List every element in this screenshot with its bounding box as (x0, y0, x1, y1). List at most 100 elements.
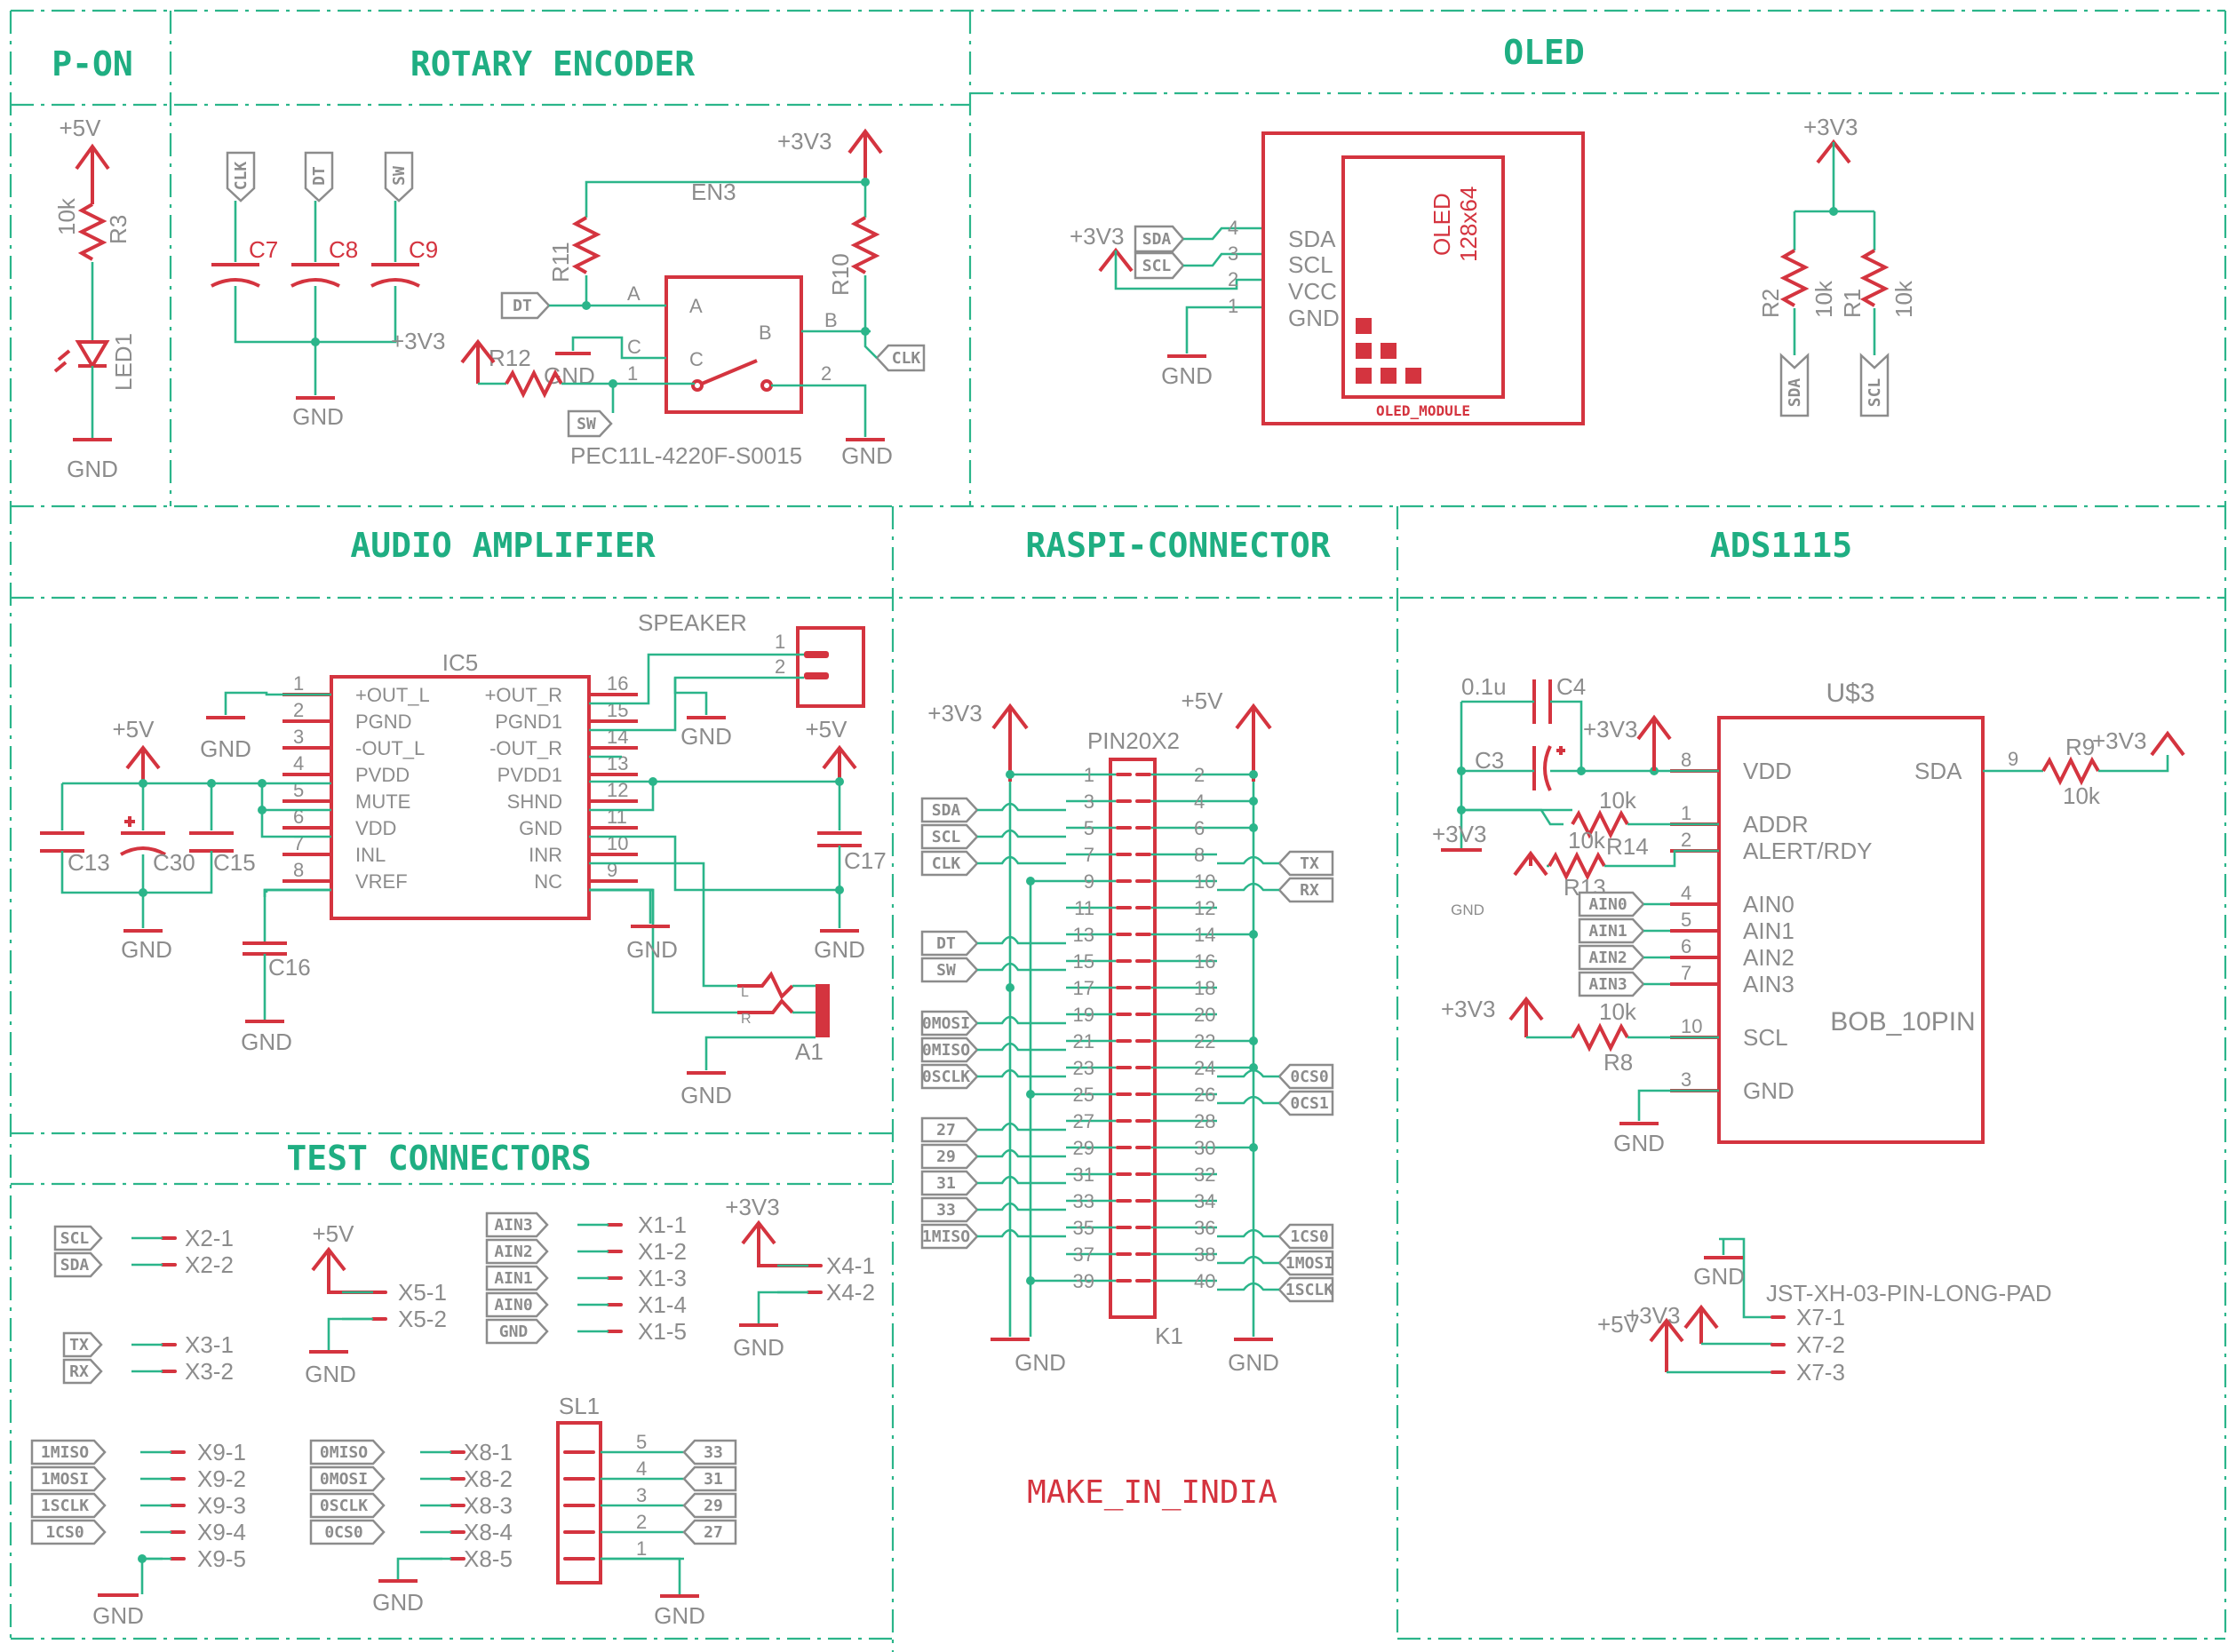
oled-pin-sda: SDA (1288, 226, 1336, 252)
raspi-tag-27-text: 27 (936, 1121, 956, 1140)
en3-num-a: A (627, 282, 641, 305)
ads-addr-supply: +3V3 (1432, 821, 1486, 847)
ic5-left-pin-num-0: 1 (293, 672, 304, 695)
a1-label: A1 (795, 1038, 824, 1065)
svg-text:SCL: SCL (1142, 257, 1172, 275)
test-x3_tags-tag-1-text: RX (69, 1362, 89, 1381)
ads-r9-label: R9 (2065, 734, 2095, 760)
ads-pin-name-5: AIN2 (1743, 944, 1794, 971)
en3-num-c: C (627, 336, 641, 358)
x8-gnd: GND (372, 1589, 424, 1616)
section-title-audio: AUDIO AMPLIFIER (350, 526, 655, 565)
test-x4-1: X4-2 (826, 1279, 875, 1306)
encoder-part: PEC11L-4220F-S0015 (570, 442, 802, 469)
test-x1_tags-tag-3-text: AIN0 (494, 1296, 532, 1314)
raspi-pin-even-14: 14 (1194, 924, 1215, 946)
test-x8-0: X8-1 (464, 1439, 513, 1465)
en3-pin-c: C (689, 348, 704, 370)
test-x2_tags-tag-0: SCL (53, 1225, 103, 1251)
pon-supply-label: +5V (60, 115, 102, 141)
rotary-enc-gnd: GND (841, 442, 893, 469)
c17-label: C17 (844, 847, 887, 874)
c7-label: C7 (249, 236, 278, 263)
oled-circuit: +3V3 SDA SCL GND 4 3 2 1 SDA SCL VCC GND… (1070, 114, 1917, 425)
raspi-pin-odd-17: 17 (1073, 977, 1094, 999)
test-x5-0: X5-1 (398, 1279, 447, 1306)
r3-label: R3 (105, 215, 131, 244)
ads-tag-ain1: AIN1 (1578, 917, 1645, 944)
ads-r9-supply: +3V3 (2092, 727, 2146, 754)
raspi-tag-31: 31 (920, 1170, 979, 1196)
ads-pin-name-3: AIN0 (1743, 891, 1794, 917)
raspi-circuit: +3V3 +5V PIN20X2 K1 13579111315171921232… (920, 687, 1334, 1511)
oled-pin-num-2: 2 (1228, 268, 1238, 290)
raspi-tag-33: 33 (920, 1196, 979, 1223)
oled-pin-num-1: 1 (1228, 295, 1238, 317)
raspi-pin-odd-19: 19 (1073, 1004, 1094, 1026)
oled-resolution: 128x64 (1455, 187, 1482, 262)
raspi-tag-1mosi: 1MOSI (1277, 1250, 1334, 1276)
ads-tag-ain0: AIN0 (1578, 891, 1645, 917)
sl1-gnd: GND (654, 1602, 705, 1629)
ic5-right-pin-name-1: PGND1 (495, 711, 562, 733)
jst-pin-1: X7-2 (1796, 1331, 1845, 1358)
ads-pin-name-7: SCL (1743, 1024, 1788, 1051)
test-x9_tags-tag-1: 1MOSI (30, 1465, 107, 1492)
test-x1_tags-tag-4-text: GND (499, 1322, 529, 1341)
raspi-pin-odd-13: 13 (1073, 924, 1094, 946)
rotary-clk-tag: CLK (875, 344, 926, 372)
raspi-tag-1cs0-text: 1CS0 (1290, 1227, 1328, 1246)
test-x1_tags-tag-0-text: AIN3 (494, 1216, 532, 1235)
test-x2-1: X2-2 (185, 1251, 234, 1278)
ads-sda-num: 9 (2008, 748, 2018, 770)
c9-label: C9 (409, 236, 438, 263)
r2-label: R2 (1757, 289, 1784, 318)
section-title-rotary: ROTARY ENCODER (410, 44, 695, 83)
audio-gnd-4: GND (814, 936, 865, 963)
test-x9_tags-tag-1-text: 1MOSI (41, 1470, 89, 1489)
ads-r9-value: 10k (2063, 782, 2101, 809)
raspi-pin-odd-9: 9 (1084, 870, 1094, 893)
dt-tag: DT (304, 151, 334, 203)
raspi-pin-odd-35: 35 (1073, 1217, 1094, 1239)
ic5-left-pin-name-1: PGND (355, 711, 412, 733)
sl1-tag-33: 33 (682, 1439, 737, 1465)
ic5-label: IC5 (442, 649, 478, 676)
pull-scl-tag: SCL (1859, 353, 1890, 417)
raspi-gnd-right: GND (1228, 1349, 1279, 1376)
test-x8_tags-tag-0: 0MISO (309, 1439, 386, 1465)
c16-label: C16 (268, 954, 311, 981)
test-x1_tags-tag-3: AIN0 (485, 1291, 549, 1318)
raspi-v33-label: +3V3 (927, 700, 982, 727)
raspi-v5-label: +5V (1182, 687, 1224, 714)
ic5-right-pin-num-0: 16 (607, 672, 628, 695)
pon-circuit: +5V 10k R3 LED1 GND (53, 115, 137, 482)
ads-pin-num-5: 6 (1681, 935, 1691, 957)
audio-5v-right: +5V (806, 716, 848, 743)
test-x8_tags-tag-1: 0MOSI (309, 1465, 386, 1492)
x5-gnd: GND (305, 1361, 356, 1387)
svg-text:CLK: CLK (232, 162, 251, 191)
en3-num-1: 1 (627, 362, 638, 385)
test-x1-2: X1-3 (638, 1265, 687, 1291)
test-x1-4: X1-5 (638, 1318, 687, 1345)
c4-label: C4 (1556, 673, 1586, 700)
test-x2_tags-tag-0-text: SCL (60, 1229, 90, 1248)
audio-5v-left: +5V (113, 716, 155, 743)
oled-supply-label: +3V3 (1070, 223, 1124, 250)
test-x1-0: X1-1 (638, 1211, 687, 1238)
raspi-pin-even-24: 24 (1194, 1057, 1215, 1079)
raspi-tag-sw-text: SW (936, 961, 956, 980)
raspi-tag-tx: TX (1277, 850, 1334, 877)
clk-tag: CLK (226, 151, 256, 203)
raspi-tag-1sclk: 1SCLK (1277, 1276, 1333, 1303)
oled-pin-scl: SCL (1288, 251, 1333, 278)
test-x8_tags-tag-2: 0SCLK (309, 1492, 386, 1519)
jst-label: JST-XH-03-PIN-LONG-PAD (1766, 1280, 2052, 1307)
ads-small-gnd: GND (1451, 901, 1484, 918)
raspi-pin-odd-5: 5 (1084, 817, 1094, 839)
test-x3_tags-tag-0: TX (62, 1331, 103, 1358)
ic5-body (330, 675, 591, 920)
raspi-pin-even-34: 34 (1194, 1190, 1215, 1212)
